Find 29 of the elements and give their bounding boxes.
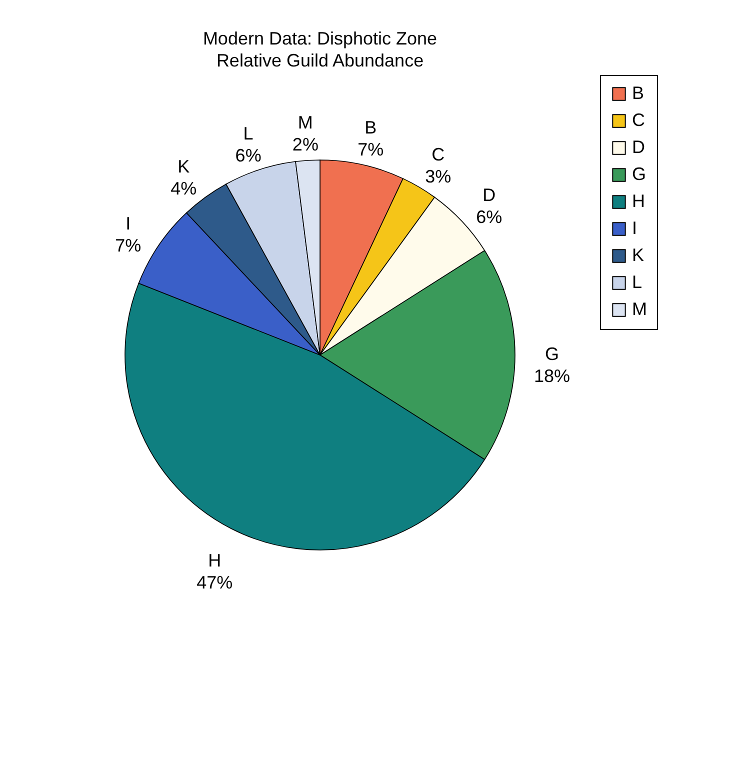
data-label: 47%: [196, 572, 233, 593]
slice-label: G: [544, 344, 560, 364]
data-label: 7%: [358, 140, 384, 160]
legend-label: B: [632, 83, 644, 103]
data-label: 18%: [534, 366, 570, 386]
legend-label: I: [632, 218, 638, 238]
slice-label: C: [432, 144, 445, 164]
data-label: 3%: [425, 166, 452, 186]
legend-label: D: [632, 137, 645, 157]
legend-label: H: [632, 191, 645, 211]
slice-label: H: [208, 550, 222, 571]
legend-label: M: [632, 299, 647, 319]
data-label: 6%: [235, 145, 262, 166]
slice-label: B: [364, 118, 377, 138]
slice-label: I: [126, 214, 131, 234]
data-label: 4%: [170, 178, 197, 198]
data-label: 6%: [476, 207, 502, 228]
slice-label: L: [243, 123, 254, 144]
data-label: 2%: [292, 134, 318, 154]
slice-label: K: [178, 156, 190, 176]
legend-label: L: [632, 272, 642, 292]
chart-title: Modern Data: Disphotic Zone: [202, 28, 438, 48]
slice-label: M: [298, 112, 313, 132]
data-label: 7%: [115, 236, 142, 256]
legend-label: C: [632, 110, 645, 130]
slice-label: D: [482, 185, 496, 206]
legend-label: G: [632, 164, 646, 184]
chart-subtitle: Relative Guild Abundance: [216, 50, 424, 70]
legend-label: K: [632, 245, 644, 265]
